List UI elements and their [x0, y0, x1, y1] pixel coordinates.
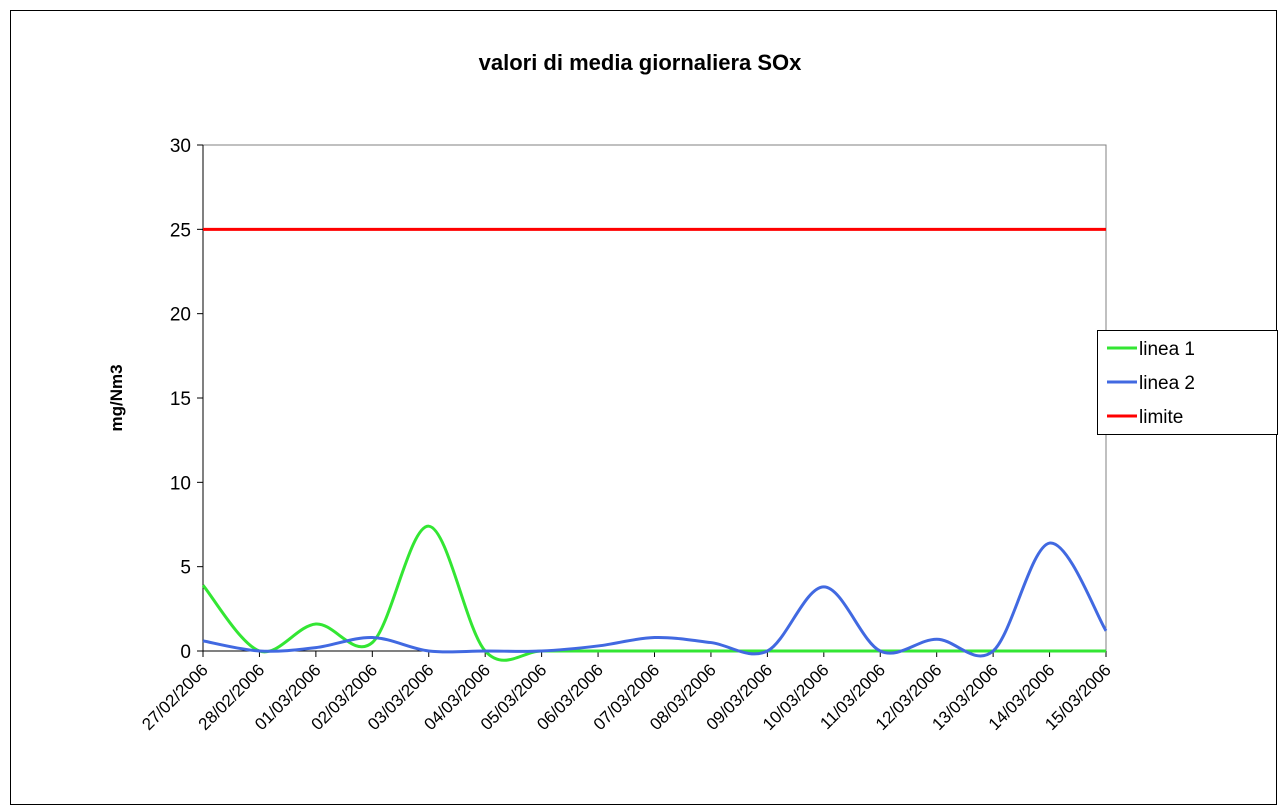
legend-label: linea 2 [1139, 373, 1195, 394]
chart-title: valori di media giornaliera SOx [479, 50, 803, 75]
y-tick-label: 10 [170, 473, 191, 494]
plot-area [202, 144, 1107, 652]
y-tick-label: 15 [170, 389, 191, 410]
y-tick-label: 5 [180, 558, 191, 579]
legend-label: limite [1139, 407, 1183, 428]
series-line [202, 541, 1108, 658]
y-tick-label: 0 [180, 642, 191, 663]
legend-label: linea 1 [1139, 339, 1195, 360]
y-tick-label: 20 [170, 305, 191, 326]
y-tick-label: 25 [170, 220, 191, 241]
y-tick-label: 30 [170, 136, 191, 157]
y-axis-label: mg/Nm3 [107, 364, 126, 431]
